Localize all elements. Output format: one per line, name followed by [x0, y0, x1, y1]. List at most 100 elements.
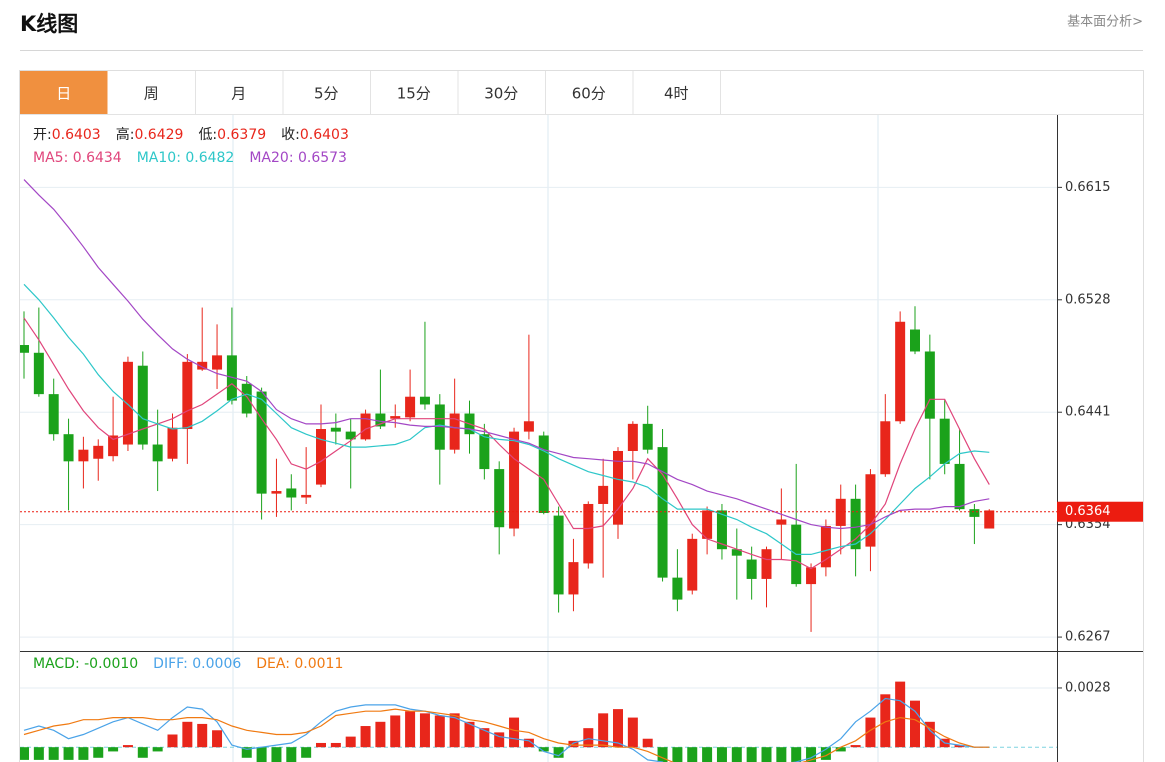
macd-bar [167, 734, 178, 748]
candle-body [895, 321, 906, 422]
candle-body [969, 509, 980, 517]
candle-body [568, 562, 579, 595]
tab[interactable]: 60分 [572, 85, 606, 103]
legend-item: MA5: 0.6434 [33, 150, 122, 166]
macd-bar [642, 738, 653, 748]
candle-body [613, 450, 623, 525]
last-price-tag [1057, 501, 1143, 522]
macd-bar [598, 713, 609, 748]
candle-body [390, 416, 401, 419]
candle-body [716, 510, 727, 550]
candle-body [702, 510, 713, 539]
y-tick-label: 0.6528 [1065, 292, 1111, 307]
legend-item: MACD: -0.0010 [33, 656, 138, 672]
macd-bar [613, 709, 623, 748]
macd-bar [523, 738, 534, 748]
candle-body [523, 421, 534, 432]
candle-body [63, 434, 74, 462]
candle-body [479, 434, 490, 470]
macd-bar [375, 721, 386, 748]
macd-bar [108, 747, 119, 752]
fundamental-link[interactable]: 基本面分析> [1067, 15, 1143, 30]
candle-body [880, 421, 891, 475]
tab[interactable]: 15分 [397, 85, 431, 103]
macd-bar [746, 747, 757, 762]
macd-bar [48, 747, 59, 760]
candle-body [78, 449, 89, 462]
panel-border [19, 70, 1144, 762]
candle-body [152, 444, 163, 462]
tab[interactable]: 月 [231, 85, 246, 103]
tab-bar: 日 周 月 5分 15分 30分 60分 4时 [20, 71, 721, 114]
macd-bar [212, 730, 223, 748]
candle-body [761, 549, 772, 579]
macd-bar [182, 721, 193, 748]
candle-body [108, 435, 119, 457]
candle-body [553, 515, 564, 595]
macd-bar [494, 732, 505, 748]
candle-body [226, 355, 237, 401]
candle-body [509, 431, 520, 529]
macd-bar [895, 681, 906, 748]
macd-bar [687, 747, 698, 762]
macd-bar [672, 747, 683, 762]
page-title: K线图 [20, 12, 78, 36]
macd-bar [806, 747, 817, 762]
macd-line [23, 697, 990, 762]
candle-body [256, 391, 267, 494]
tab-active-bg[interactable] [20, 71, 108, 114]
macd-bar [464, 721, 475, 748]
macd-bar [479, 728, 490, 748]
tab[interactable]: 30分 [484, 85, 518, 103]
candle-body [241, 383, 252, 414]
y-tick-label: 0.6267 [1065, 630, 1111, 645]
candle-body [598, 485, 609, 504]
macd-bar [880, 694, 891, 748]
candle-body [939, 418, 950, 464]
macd-bar [271, 747, 282, 762]
price-pane [20, 179, 1057, 638]
macd-bar [657, 747, 668, 762]
macd-bar [776, 747, 787, 762]
candle-body [330, 427, 341, 432]
macd-bar [538, 747, 549, 752]
candle-body [687, 538, 698, 591]
tab[interactable]: 日 [56, 85, 71, 103]
candle-body [137, 365, 148, 445]
macd-bar [419, 713, 430, 748]
legend: 开:0.6403 高:0.6429 低:0.6379 收:0.6403 [33, 126, 349, 143]
legend-item: DEA: 0.0011 [256, 656, 343, 672]
candle-body [197, 361, 208, 370]
candle-body [776, 519, 787, 525]
macd-bar [910, 700, 920, 748]
macd-bar [20, 747, 29, 760]
candle-body [865, 474, 876, 547]
candle-body [419, 396, 430, 405]
macd-bar [509, 717, 520, 748]
tab[interactable]: 4时 [664, 85, 689, 103]
macd-bar [627, 717, 638, 748]
candle-body [345, 431, 356, 440]
candle-body [93, 445, 104, 459]
macd-bar [553, 747, 564, 758]
macd-bar [286, 747, 297, 762]
candle-body [746, 559, 757, 579]
legend-item: MA10: 0.6482 [137, 150, 235, 166]
macd-pane [20, 681, 1057, 762]
macd-bar [78, 747, 89, 760]
candle-body [850, 498, 861, 550]
legend-item: 开: [33, 127, 52, 143]
legend-item: 0.6403 [52, 127, 101, 143]
y-tick-label: 0.6615 [1065, 180, 1111, 195]
macd-bar [924, 721, 935, 748]
candle-body [316, 429, 326, 485]
macd-bar [449, 713, 460, 748]
tab[interactable]: 5分 [314, 85, 339, 103]
macd-bar [835, 747, 846, 752]
y-tick-label: 0.6441 [1065, 405, 1111, 420]
legend: MACD: -0.0010 DIFF: 0.0006 DEA: 0.0011 [33, 656, 343, 672]
tab[interactable]: 周 [144, 85, 159, 103]
macd-bar [345, 736, 356, 748]
legend-item: MA20: 0.6573 [249, 150, 347, 166]
macd-bar [702, 747, 713, 762]
